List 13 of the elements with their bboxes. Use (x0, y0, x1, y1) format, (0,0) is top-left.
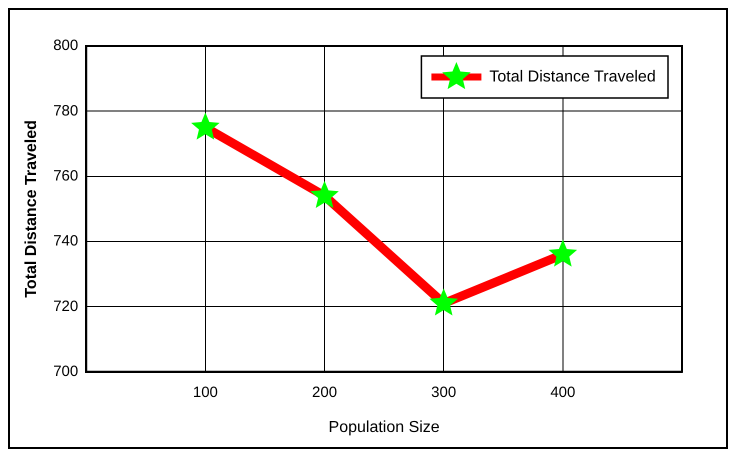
x-axis-title: Population Size (328, 418, 440, 436)
y-axis-title: Total Distance Traveled (23, 120, 40, 298)
x-tick-label: 400 (550, 384, 576, 401)
x-tick-label: 300 (431, 384, 456, 401)
y-tick-label: 780 (53, 102, 78, 120)
y-tick-label: 800 (53, 37, 78, 54)
x-tick-label: 100 (192, 384, 218, 401)
y-tick-label: 740 (53, 232, 78, 250)
x-tick-label: 200 (312, 384, 338, 401)
legend-label: Total Distance Traveled (489, 68, 656, 86)
y-tick-label: 700 (53, 362, 78, 380)
y-tick-label: 720 (53, 298, 78, 315)
y-tick-label: 760 (53, 167, 78, 184)
